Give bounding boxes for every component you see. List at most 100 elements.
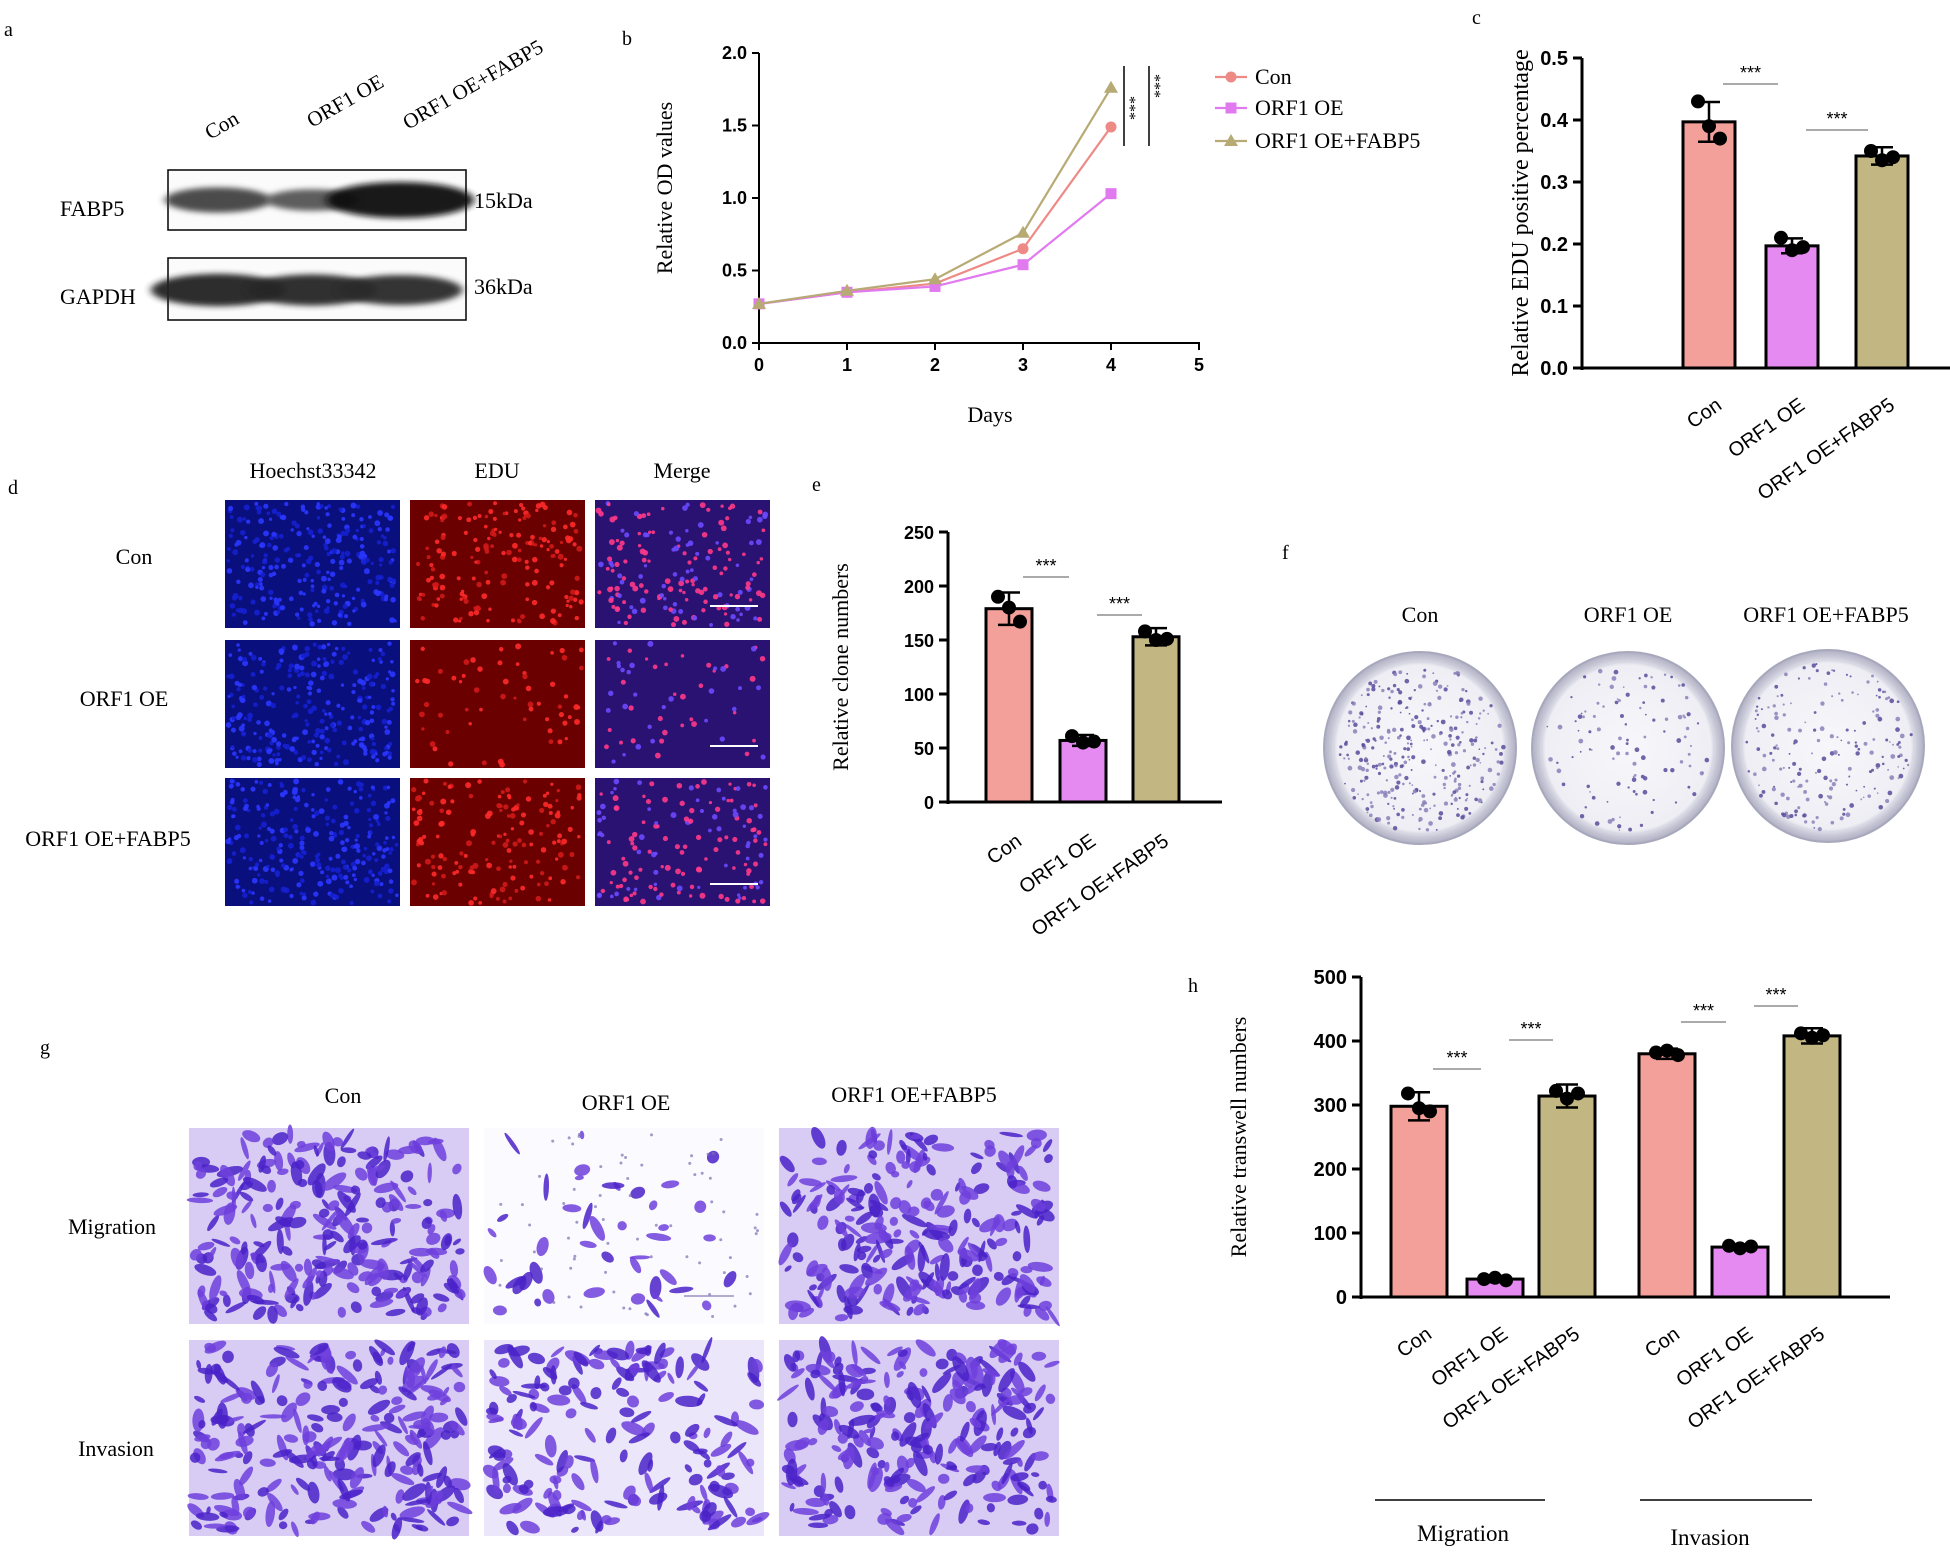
cell-nucleus (347, 786, 352, 791)
cell-nucleus (387, 755, 392, 760)
cell-nucleus (448, 761, 454, 767)
cell-nucleus (249, 567, 255, 572)
cell-nucleus (460, 589, 465, 593)
cell-nucleus (243, 716, 248, 721)
stained-cell (311, 1259, 326, 1269)
membrane-pore (753, 1226, 757, 1230)
cell-nucleus (701, 779, 707, 785)
colony (1381, 688, 1385, 693)
cell-nucleus (749, 577, 754, 582)
cell-nucleus (337, 534, 342, 540)
dish-label: Con (1402, 602, 1439, 627)
cell-nucleus (512, 864, 517, 869)
stained-cell (874, 1216, 884, 1230)
stained-cell (837, 1433, 849, 1444)
membrane-pore (604, 1270, 608, 1274)
row-label: Invasion (78, 1436, 154, 1461)
colony (1487, 712, 1490, 715)
cell-nucleus (503, 804, 509, 810)
cell-nucleus (477, 779, 482, 784)
cell-nucleus (664, 864, 671, 871)
stained-cell (361, 1222, 373, 1234)
colony (1577, 729, 1580, 732)
cell-nucleus (374, 520, 381, 527)
cell-nucleus (745, 581, 751, 587)
blot-band (247, 274, 377, 306)
colony (1815, 669, 1819, 673)
colony (1829, 734, 1834, 739)
transwell-image-grid (186, 1124, 1060, 1540)
colony (1443, 687, 1448, 692)
stained-cell (231, 1495, 240, 1516)
stained-cell (421, 1217, 432, 1230)
cell-nucleus (654, 752, 661, 759)
stained-cell (432, 1137, 447, 1162)
stained-cell (400, 1170, 414, 1183)
cell-nucleus (699, 808, 705, 814)
cell-nucleus (720, 666, 727, 672)
cell-nucleus (436, 548, 442, 554)
cell-nucleus (543, 801, 549, 808)
cell-nucleus (316, 502, 320, 506)
cell-nucleus (542, 524, 547, 528)
stained-cell (436, 1466, 448, 1488)
colony (1458, 796, 1461, 800)
cell-nucleus (732, 710, 737, 715)
cell-nucleus (274, 758, 280, 763)
stained-cell (817, 1287, 825, 1301)
data-point (1794, 1026, 1808, 1041)
cell-nucleus (359, 536, 364, 542)
cell-nucleus (279, 658, 284, 663)
cell-nucleus (461, 673, 466, 678)
cell-nucleus (292, 858, 299, 864)
cell-nucleus (419, 711, 425, 718)
cell-nucleus (622, 860, 629, 867)
colony (1440, 719, 1446, 725)
cell-nucleus (639, 597, 646, 604)
colony (1683, 735, 1687, 739)
cell-nucleus (557, 704, 563, 709)
colony (1382, 755, 1385, 757)
colony (1883, 690, 1887, 694)
colony (1406, 735, 1411, 741)
cell-nucleus (712, 565, 718, 571)
membrane-pore (628, 1194, 632, 1198)
stained-cell (390, 1512, 397, 1521)
stained-cell (294, 1142, 320, 1153)
cell-nucleus (468, 611, 474, 617)
cell-nucleus (334, 592, 340, 598)
cell-nucleus (728, 557, 732, 562)
stained-cell (604, 1500, 628, 1509)
stained-cell (307, 1163, 326, 1186)
cell-nucleus (574, 615, 579, 621)
cell-nucleus (337, 612, 342, 618)
colony (1810, 752, 1813, 755)
cell-nucleus (258, 656, 263, 661)
colony (1387, 802, 1390, 805)
significance-label: *** (1109, 594, 1130, 614)
cell-nucleus (294, 829, 299, 834)
stained-cell (720, 1431, 733, 1448)
stained-cell (262, 1203, 273, 1213)
cell-nucleus (515, 662, 520, 667)
colony (1350, 787, 1356, 793)
cell-nucleus (550, 608, 557, 614)
stained-cell (332, 1498, 357, 1509)
colony (1438, 684, 1443, 689)
colony (1501, 744, 1506, 750)
cell-nucleus (441, 890, 447, 896)
cell-nucleus (234, 824, 241, 831)
stained-cell (936, 1205, 955, 1218)
stained-cell (856, 1388, 875, 1401)
cell-nucleus (280, 514, 287, 521)
stained-cell (241, 1200, 253, 1214)
colony (1622, 686, 1625, 688)
stained-cell (879, 1248, 893, 1259)
stained-cell (382, 1505, 389, 1518)
stained-cell (190, 1520, 202, 1530)
cell-nucleus (369, 718, 375, 724)
colony (1898, 745, 1902, 749)
cell-nucleus (364, 557, 370, 563)
colony (1469, 764, 1472, 767)
colony (1807, 677, 1811, 680)
